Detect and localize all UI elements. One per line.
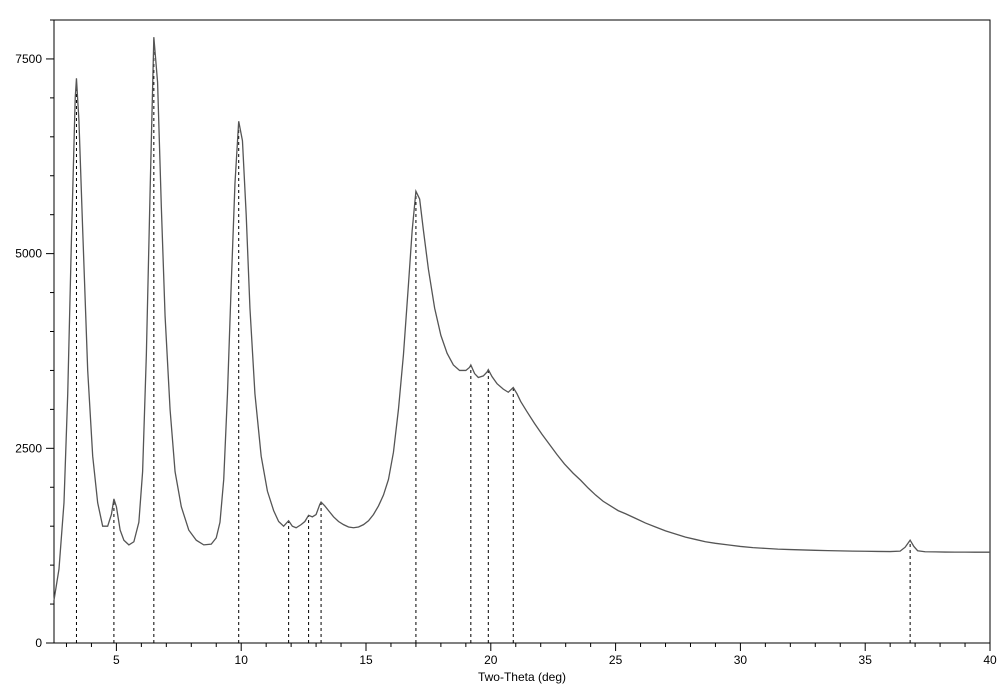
chart-svg: 0 2500 5000 7500 5 10 15 20 25 30 35 40 Two-Theta (d… — [0, 0, 1000, 691]
x-tick-label: 40 — [983, 653, 997, 667]
x-axis-label: Two-Theta (deg) — [478, 670, 566, 684]
y-tick-label: 7500 — [15, 52, 42, 66]
x-tick-label: 10 — [235, 653, 249, 667]
x-tick-label: 35 — [859, 653, 873, 667]
xrd-trace — [54, 37, 990, 600]
x-tick-label: 30 — [734, 653, 748, 667]
plot-border — [54, 20, 990, 643]
x-tick-label: 5 — [113, 653, 120, 667]
x-tick-label: 20 — [484, 653, 498, 667]
y-tick-label: 0 — [35, 636, 42, 650]
y-tick-label: 5000 — [15, 247, 42, 261]
x-tick-label: 25 — [609, 653, 623, 667]
y-tick-label: 2500 — [15, 441, 42, 455]
xrd-chart: 0 2500 5000 7500 5 10 15 20 25 30 35 40 Two-Theta (d… — [0, 0, 1000, 691]
x-tick-label: 15 — [359, 653, 373, 667]
